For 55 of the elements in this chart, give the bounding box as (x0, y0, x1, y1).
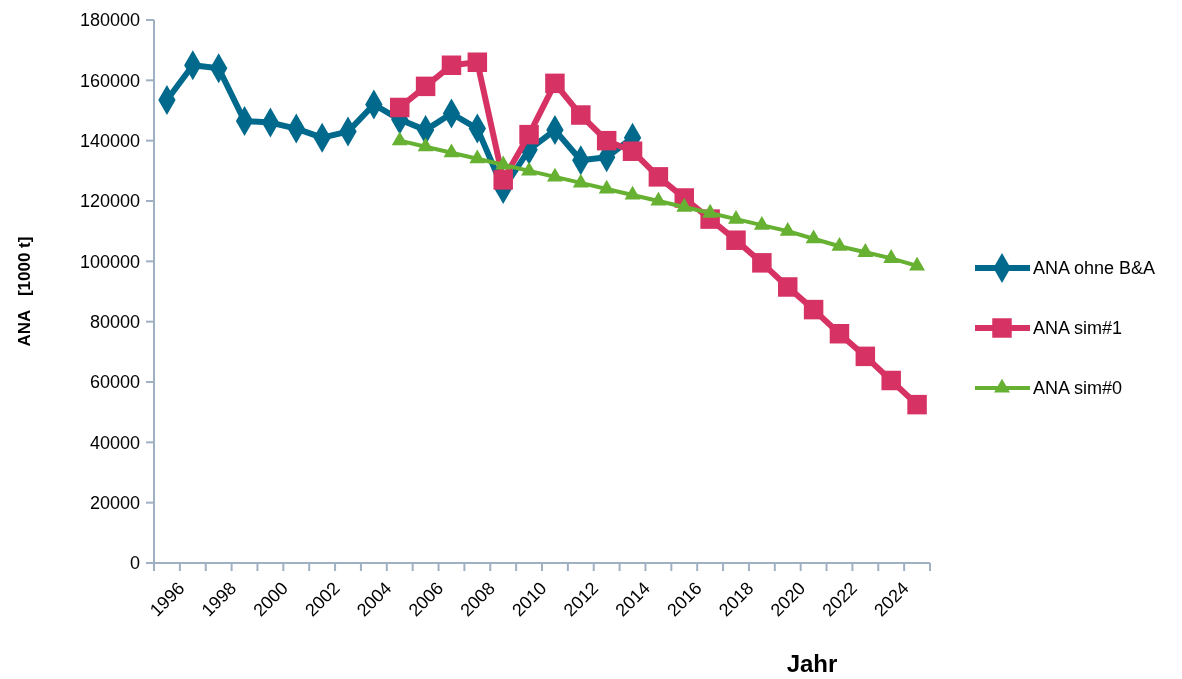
point (415, 76, 436, 97)
y-tick-label: 140000 (79, 130, 140, 151)
y-tick-label: 80000 (89, 311, 140, 332)
legend-label: ANA sim#0 (1033, 378, 1123, 399)
point (702, 203, 719, 218)
point (883, 249, 900, 263)
y-tick-label: 40000 (89, 432, 140, 453)
point (881, 370, 901, 391)
legend-label: ANA ohne B&A (1033, 258, 1156, 279)
point (726, 230, 746, 250)
y-tick-label: 20000 (89, 492, 140, 513)
point (598, 179, 615, 194)
point (622, 141, 643, 161)
point (467, 52, 488, 72)
point (521, 161, 538, 176)
y-tick-label: 180000 (79, 10, 140, 31)
point (545, 73, 565, 94)
y-tick-label: 100000 (79, 251, 140, 272)
point (443, 143, 460, 158)
point (907, 394, 927, 415)
point (389, 97, 410, 118)
point (572, 173, 589, 188)
point (805, 229, 822, 244)
point (441, 55, 462, 75)
point (469, 149, 486, 164)
point (519, 124, 539, 145)
point (752, 253, 772, 273)
y-tick-label: 60000 (89, 372, 140, 393)
point (571, 105, 591, 125)
point (803, 299, 824, 320)
y-tick-label: 0 (129, 553, 140, 574)
y-tick-label: 120000 (79, 191, 140, 212)
point (857, 243, 874, 257)
point (648, 167, 669, 187)
x-axis-title: Jahr (786, 650, 838, 677)
point (779, 221, 796, 236)
point (829, 323, 850, 344)
y-tick-label: 160000 (79, 70, 140, 91)
point (777, 277, 798, 297)
point (855, 346, 876, 367)
point (909, 256, 926, 271)
point (493, 170, 513, 190)
point (391, 131, 408, 146)
y-axis-title: ANA [1000 t] (15, 236, 34, 347)
point (417, 137, 434, 152)
point (546, 167, 563, 182)
point (495, 155, 512, 170)
point (624, 185, 641, 200)
point (753, 215, 770, 230)
point (676, 197, 693, 212)
point (596, 130, 617, 151)
point (650, 191, 667, 206)
legend-label: ANA sim#1 (1033, 318, 1123, 339)
point (728, 209, 744, 224)
point (831, 237, 848, 251)
